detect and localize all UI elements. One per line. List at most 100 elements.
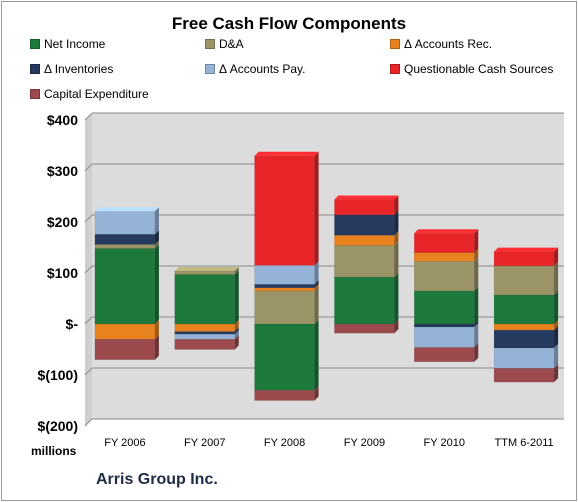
- bar-segment-side: [394, 273, 399, 324]
- bar-segment: [254, 265, 315, 285]
- legend-label: Capital Expenditure: [44, 87, 149, 101]
- bar-segment-side: [554, 364, 559, 383]
- bar-segment: [94, 323, 156, 340]
- bar-segment-side: [314, 261, 319, 285]
- bar-segment-side: [394, 210, 399, 236]
- legend-label: Δ Inventories: [44, 62, 114, 76]
- bar-segment: [334, 323, 395, 334]
- bar-segment: [493, 294, 555, 325]
- legend-item: Δ Accounts Rec.: [390, 37, 492, 51]
- bar-segment: [174, 270, 235, 275]
- y-tick-label: $200: [47, 214, 78, 230]
- bar-segment-side: [394, 241, 399, 278]
- y-tick-label: $-: [66, 316, 79, 332]
- legend-swatch: [390, 39, 400, 49]
- bar-segment: [94, 339, 156, 360]
- legend-swatch: [30, 64, 40, 74]
- bar-segment-side: [554, 320, 559, 331]
- legend-item: Net Income: [30, 37, 105, 51]
- bar-segment: [94, 233, 156, 245]
- bar-segment-side: [554, 343, 559, 369]
- bar-segment: [414, 323, 475, 328]
- legend-item: D&A: [205, 37, 244, 51]
- gridline-side: [84, 316, 93, 325]
- bar-segment: [254, 390, 315, 401]
- bar-segment: [334, 214, 395, 236]
- x-tick-label: FY 2009: [344, 437, 385, 449]
- legend-swatch: [30, 89, 40, 99]
- legend-swatch: [205, 64, 215, 74]
- bar-segment: [94, 244, 156, 249]
- bar-segment-side: [234, 327, 239, 335]
- legend-swatch: [390, 64, 400, 74]
- legend-swatch: [205, 39, 215, 49]
- bar-segment-side: [234, 270, 239, 324]
- legend-label: Δ Accounts Pay.: [219, 62, 306, 76]
- gridline-side: [84, 163, 93, 172]
- bar-segment-side: [154, 240, 159, 249]
- bar-segment-side: [474, 320, 479, 328]
- gridline-side: [84, 418, 93, 427]
- gridline-side: [84, 214, 93, 223]
- bar-segment-side: [314, 151, 319, 266]
- y-tick-label: $300: [47, 163, 78, 179]
- bar-segment: [254, 290, 315, 325]
- bar-segment-side: [154, 230, 159, 245]
- bar-segment-top: [94, 207, 159, 212]
- bar-segment-side: [474, 286, 479, 324]
- x-tick-label: FY 2007: [184, 437, 225, 449]
- bar-segment-side: [154, 207, 159, 235]
- bar-segment-side: [234, 320, 239, 332]
- bar-segment: [254, 155, 315, 266]
- bar-segment: [414, 326, 475, 348]
- bar-segment-side: [314, 280, 319, 288]
- bar-segment: [414, 232, 475, 253]
- y-tick-label: $(100): [38, 367, 78, 383]
- bar-segment: [493, 347, 555, 369]
- y-tick-label: $400: [47, 112, 78, 128]
- bar-segment: [493, 265, 555, 296]
- bar-segment-top: [334, 195, 399, 200]
- bar-segment: [334, 276, 395, 325]
- legend-label: Net Income: [44, 37, 106, 51]
- bar-segment-side: [234, 335, 239, 350]
- x-tick-label: FY 2006: [104, 437, 145, 449]
- bar-segment: [254, 283, 315, 289]
- bar-segment-side: [474, 248, 479, 262]
- bar-segment: [174, 274, 235, 325]
- bar-segment: [174, 331, 235, 335]
- bar-segment-side: [474, 323, 479, 348]
- bar-segment-side: [314, 386, 319, 401]
- bar-segment-side: [154, 320, 159, 340]
- bar-segment: [414, 290, 475, 325]
- chart-title: Free Cash Flow Components: [171, 14, 407, 33]
- bar-segment-top: [414, 229, 479, 234]
- bar-segment-side: [394, 195, 399, 215]
- y-tick-label: $100: [47, 265, 78, 281]
- legend-label: Questionable Cash Sources: [404, 62, 554, 76]
- bar-segment: [493, 368, 555, 383]
- bar-segment-side: [474, 343, 479, 362]
- legend-item: Δ Accounts Pay.: [205, 62, 306, 76]
- bar-segment: [94, 211, 156, 235]
- bar-segment-side: [154, 335, 159, 360]
- company-name: Arris Group Inc.: [96, 471, 218, 488]
- legend-item: Questionable Cash Sources: [390, 62, 553, 76]
- bar-segment-side: [554, 326, 559, 348]
- y-tick-label: $(200): [38, 418, 78, 434]
- gridline-side: [84, 112, 93, 121]
- legend-label: Δ Accounts Rec.: [404, 37, 493, 51]
- bar-segment: [493, 251, 555, 267]
- bar-segment: [254, 323, 315, 391]
- bar-segment-side: [474, 229, 479, 253]
- bar-segment-side: [394, 231, 399, 246]
- bar-segment: [174, 323, 235, 332]
- legend-label: D&A: [219, 37, 244, 51]
- bar-segment: [414, 261, 475, 292]
- bar-segment: [334, 235, 395, 246]
- bar-segment: [414, 252, 475, 262]
- bar-segment: [94, 248, 156, 325]
- bar-segment-top: [254, 151, 319, 156]
- bar-segment-side: [394, 320, 399, 334]
- gridline-side: [84, 367, 93, 376]
